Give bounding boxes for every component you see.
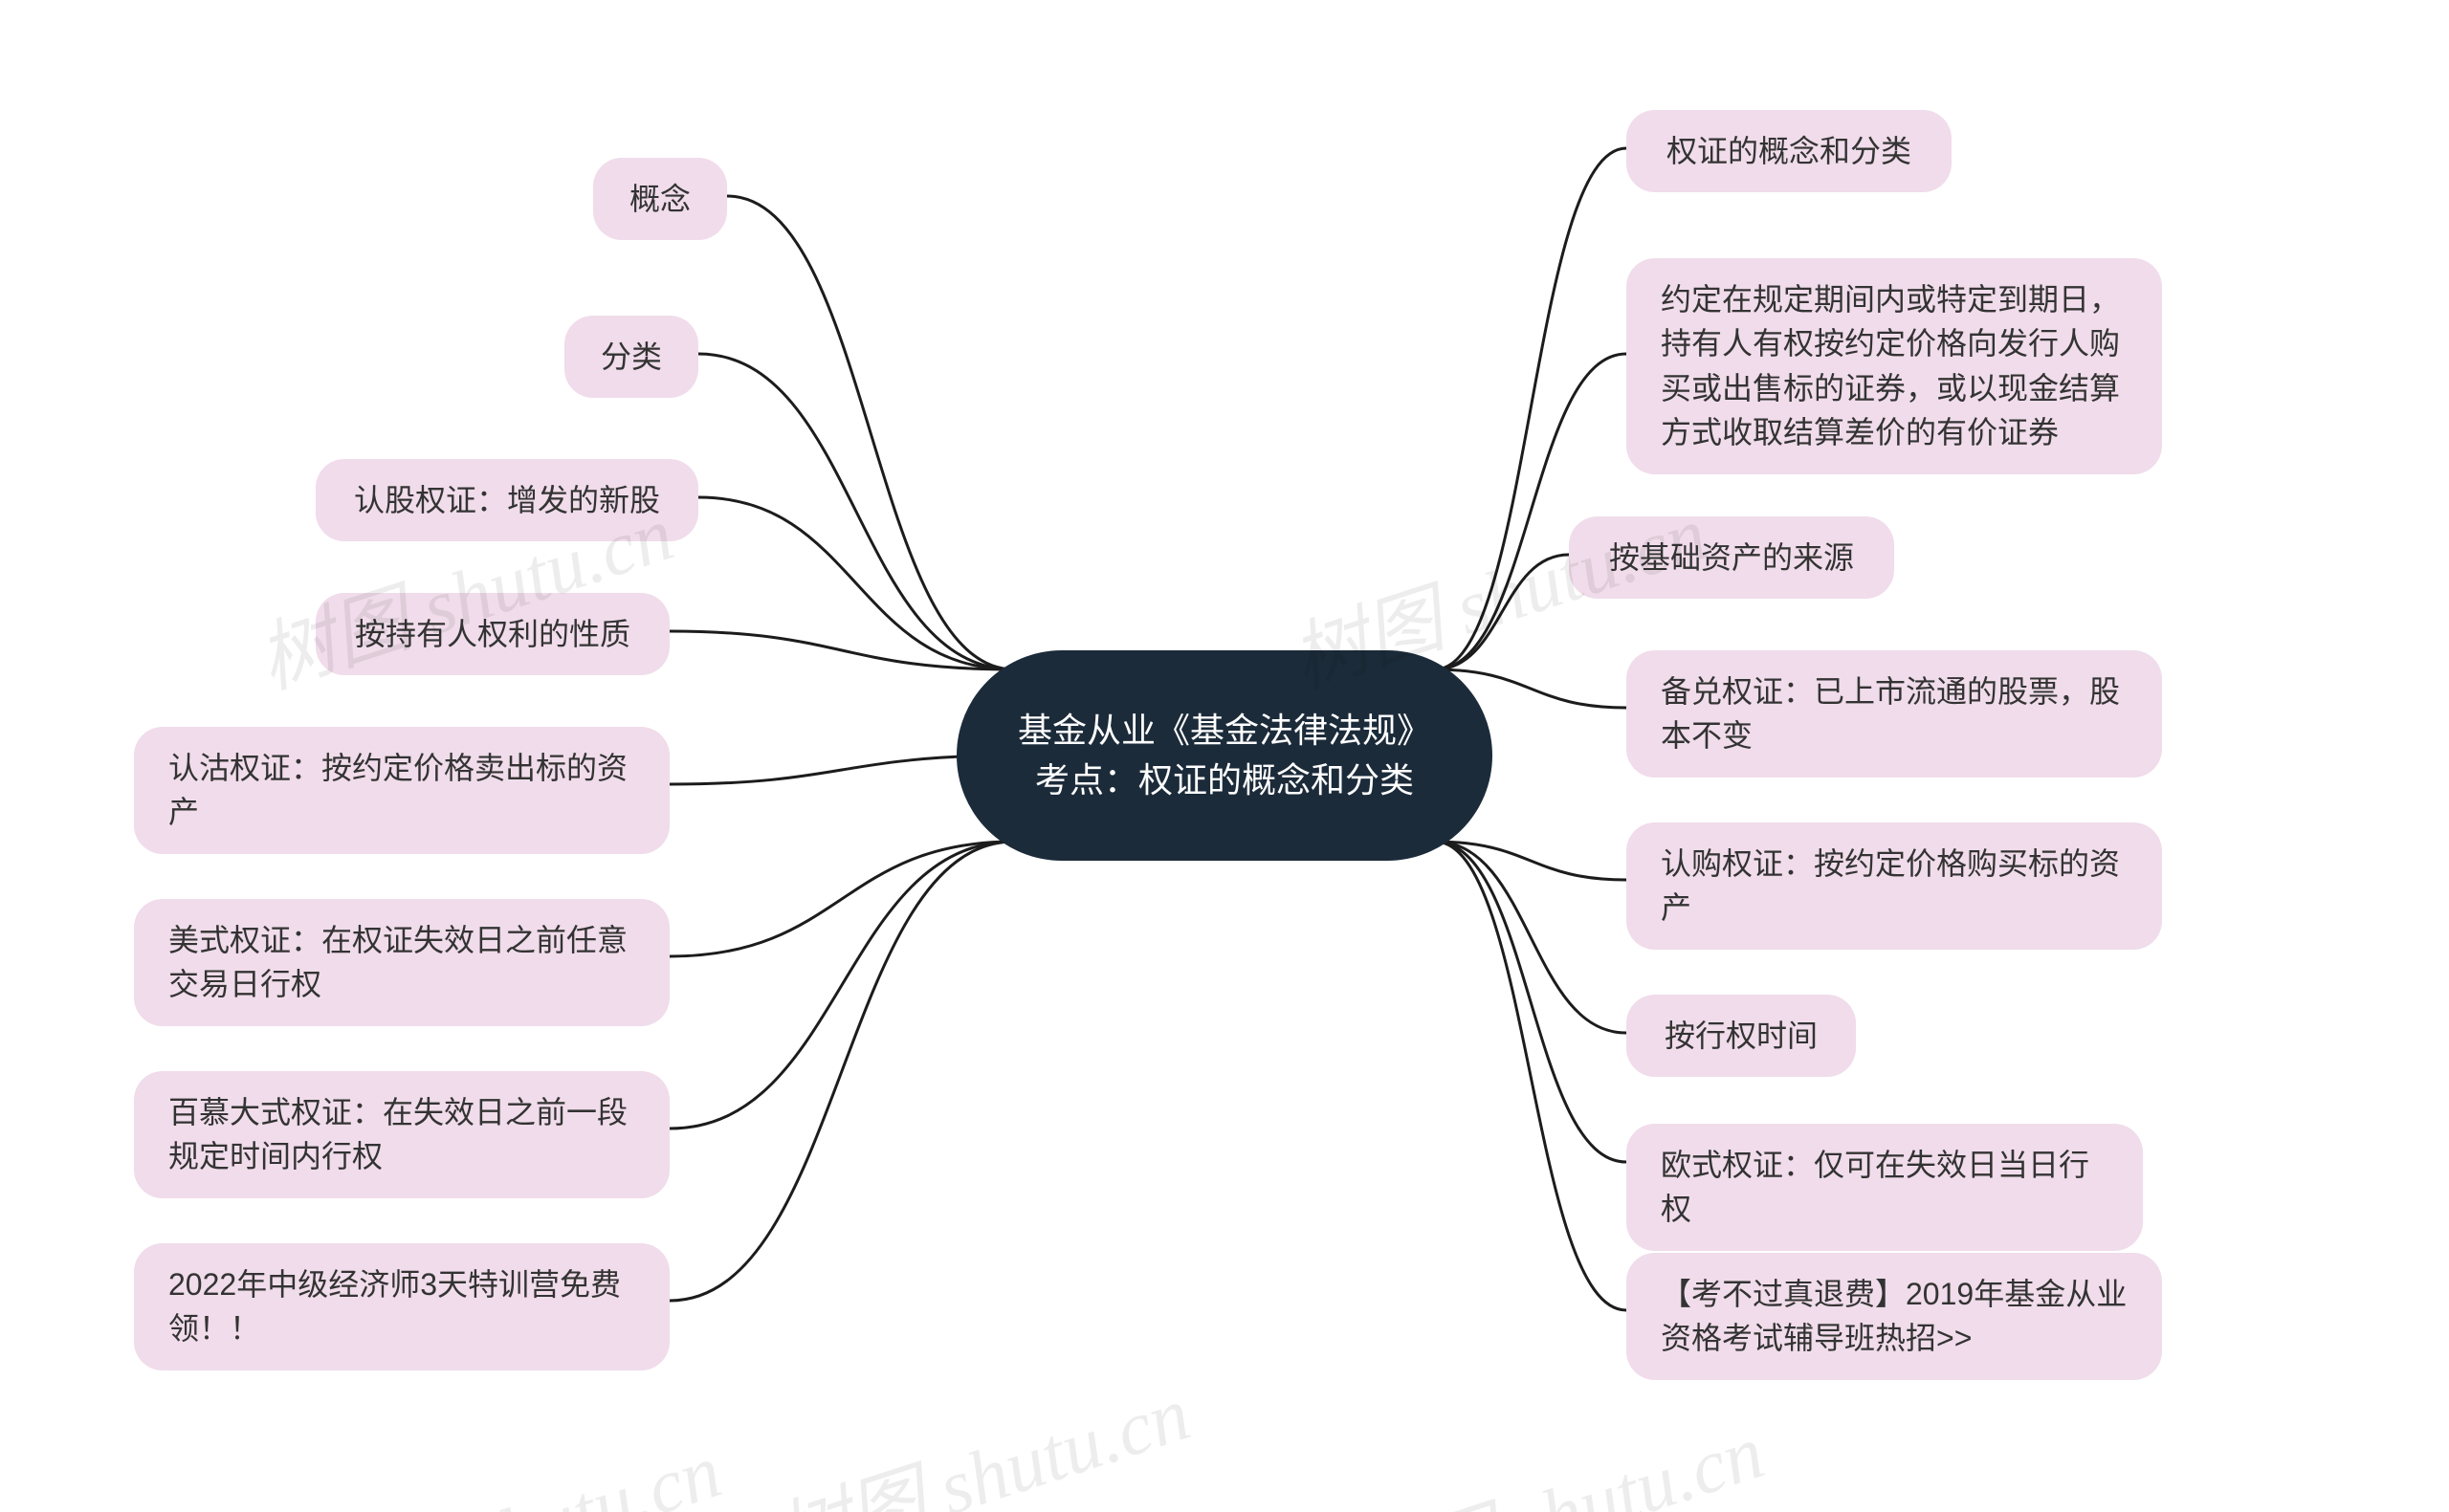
leaf-node-l2[interactable]: 分类 bbox=[564, 316, 698, 398]
edge bbox=[1435, 555, 1569, 669]
center-node[interactable]: 基金从业《基金法律法规》考点：权证的概念和分类 bbox=[957, 650, 1492, 861]
edge bbox=[698, 354, 1014, 669]
leaf-node-r7[interactable]: 欧式权证：仅可在失效日当日行权 bbox=[1626, 1124, 2143, 1251]
leaf-node-l1[interactable]: 概念 bbox=[593, 158, 727, 240]
leaf-node-r8[interactable]: 【考不过真退费】2019年基金从业资格考试辅导班热招>> bbox=[1626, 1253, 2162, 1380]
leaf-node-r2[interactable]: 约定在规定期间内或特定到期日，持有人有权按约定价格向发行人购买或出售标的证券，或… bbox=[1626, 258, 2162, 474]
edge bbox=[1435, 842, 1626, 1310]
leaf-node-r4[interactable]: 备兑权证：已上市流通的股票，股本不变 bbox=[1626, 650, 2162, 778]
leaf-node-l8[interactable]: 2022年中级经济师3天特训营免费领！！ bbox=[134, 1243, 670, 1370]
leaf-node-l7[interactable]: 百慕大式权证：在失效日之前一段规定时间内行权 bbox=[134, 1071, 670, 1198]
leaf-node-r3[interactable]: 按基础资产的来源 bbox=[1569, 516, 1894, 599]
edge bbox=[1435, 842, 1626, 1162]
edge bbox=[670, 842, 1014, 1129]
edge bbox=[670, 842, 1014, 1301]
leaf-node-l3[interactable]: 认股权证：增发的新股 bbox=[316, 459, 698, 541]
edge bbox=[698, 497, 1014, 669]
leaf-node-l4[interactable]: 按持有人权利的性质 bbox=[316, 593, 670, 675]
edge bbox=[670, 631, 1014, 669]
leaf-node-r1[interactable]: 权证的概念和分类 bbox=[1626, 110, 1952, 192]
leaf-node-l5[interactable]: 认沽权证：按约定价格卖出标的资产 bbox=[134, 727, 670, 854]
leaf-node-r6[interactable]: 按行权时间 bbox=[1626, 995, 1856, 1077]
leaf-node-l6[interactable]: 美式权证：在权证失效日之前任意交易日行权 bbox=[134, 899, 670, 1026]
leaf-node-r5[interactable]: 认购权证：按约定价格购买标的资产 bbox=[1626, 822, 2162, 950]
